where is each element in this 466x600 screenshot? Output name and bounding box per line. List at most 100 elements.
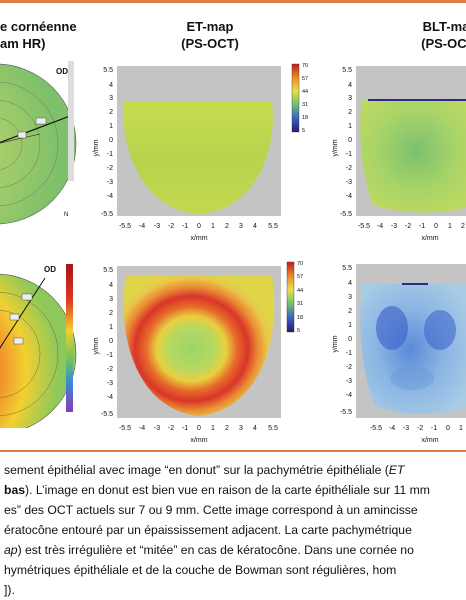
x-tick: -3 — [403, 425, 409, 432]
y-tick: -1 — [107, 151, 113, 158]
y-tick: -4 — [346, 193, 352, 200]
y-tick: 2 — [348, 308, 352, 315]
caption-line: ap) est très irrégulière et “mitée” en c… — [4, 540, 466, 560]
y-tick: -5.5 — [101, 411, 113, 418]
figure-caption: sement épithélial avec image “en donut” … — [4, 460, 466, 600]
y-tick: 4 — [109, 82, 113, 89]
colorbar-label: 44 — [297, 288, 303, 294]
caption-text: ) est très irrégulière et “mitée” en cas… — [17, 543, 414, 557]
x-tick: 3 — [239, 425, 243, 432]
y-tick: 3 — [348, 294, 352, 301]
x-tick: -3 — [391, 223, 397, 230]
y-tick: -3 — [346, 378, 352, 385]
x-tick: -3 — [154, 425, 160, 432]
colorbar-label: 44 — [302, 89, 308, 95]
blt-map-top: 5.5 4 3 2 1 0 -1 -2 -3 -4 -5.5 y/mm -5.5… — [332, 66, 466, 242]
x-tick: 1 — [459, 425, 463, 432]
blt-map-bottom: 5.5 4 3 2 1 0 -1 -2 -3 -4 -5.5 y/mm -5.5… — [332, 264, 466, 444]
x-tick: 5.5 — [268, 425, 278, 432]
colorbar-labels: 70 57 44 31 18 5 — [297, 261, 303, 334]
et-top-x-ticks: -5.5 -4 -3 -2 -1 0 1 2 3 4 5.5 — [119, 223, 278, 230]
caption-bold: bas — [4, 483, 26, 497]
x-tick: -1 — [419, 223, 425, 230]
y-tick: -5.5 — [101, 211, 113, 218]
colorbar-label: 31 — [302, 102, 308, 108]
left-column-title: e cornéenne am HR) — [0, 18, 80, 52]
colorbar — [291, 63, 300, 133]
x-tick: 5.5 — [268, 223, 278, 230]
y-tick: 4 — [348, 82, 352, 89]
y-tick: -2 — [346, 364, 352, 371]
right-title-line2: (PS-OCT) — [421, 36, 466, 51]
x-axis-label: x/mm — [421, 437, 438, 444]
y-tick: 5.5 — [342, 265, 352, 272]
right-column-title: BLT-map (PS-OCT) — [390, 18, 466, 52]
right-title-line1: BLT-map — [422, 19, 466, 34]
y-tick: 2 — [109, 109, 113, 116]
colorbar — [286, 261, 295, 333]
x-tick: 1 — [211, 425, 215, 432]
y-tick: 0 — [348, 336, 352, 343]
blt-bottom-x-ticks: -5.5 -4 -3 -2 -1 0 1 — [370, 425, 463, 432]
x-tick: -2 — [168, 425, 174, 432]
y-tick: 4 — [109, 282, 113, 289]
x-tick: 3 — [239, 223, 243, 230]
et-top-y-ticks: 5.5 4 3 2 1 0 -1 -2 -3 -4 -5.5 — [101, 67, 113, 218]
x-tick: -2 — [417, 425, 423, 432]
y-tick: 2 — [109, 310, 113, 317]
y-tick: -2 — [107, 165, 113, 172]
x-tick: 0 — [197, 425, 201, 432]
y-tick: 3 — [109, 95, 113, 102]
x-tick: 4 — [253, 425, 257, 432]
y-tick: -4 — [107, 394, 113, 401]
x-tick: -4 — [377, 223, 383, 230]
y-tick: -2 — [346, 165, 352, 172]
eye-label-top: OD — [56, 67, 68, 76]
eye-label-bottom: OD — [44, 265, 56, 274]
y-tick: 5.5 — [103, 267, 113, 274]
et-bottom-y-ticks: 5.5 4 3 2 1 0 -1 -2 -3 -4 -5.5 — [101, 267, 113, 418]
y-axis-label: y/mm — [93, 139, 100, 156]
x-tick: -1 — [182, 425, 188, 432]
y-tick: -4 — [107, 193, 113, 200]
x-tick: -3 — [154, 223, 160, 230]
y-tick: 3 — [348, 95, 352, 102]
colorbar-label: 70 — [302, 63, 308, 69]
colorbar-label: 57 — [297, 274, 303, 280]
x-tick: 4 — [253, 223, 257, 230]
x-tick: -5.5 — [358, 223, 370, 230]
colorbar-label: 70 — [297, 261, 303, 267]
y-tick: 5.5 — [342, 67, 352, 74]
y-tick: 1 — [109, 324, 113, 331]
y-tick: -3 — [107, 179, 113, 186]
x-tick: -1 — [431, 425, 437, 432]
y-tick: -1 — [346, 151, 352, 158]
x-tick: -5.5 — [119, 425, 131, 432]
et-map-bottom: 5.5 4 3 2 1 0 -1 -2 -3 -4 -5.5 y/mm -5.5… — [93, 261, 303, 444]
mid-title-line2: (PS-OCT) — [181, 36, 239, 51]
x-axis-label: x/mm — [190, 437, 207, 444]
x-tick: -5.5 — [370, 425, 382, 432]
colorbar-label: 57 — [302, 76, 308, 82]
et-bottom-x-ticks: -5.5 -4 -3 -2 -1 0 1 2 3 4 5.5 — [119, 425, 278, 432]
caption-text: sement épithélial avec image “en donut” … — [4, 463, 389, 477]
corner-label-n: N — [64, 212, 68, 218]
y-tick: 0 — [109, 137, 113, 144]
x-tick: -4 — [389, 425, 395, 432]
y-tick: 3 — [109, 296, 113, 303]
blt-bottom-y-ticks: 5.5 4 3 2 1 0 -1 -2 -3 -4 -5.5 — [340, 265, 352, 416]
x-tick: -5.5 — [119, 223, 131, 230]
blt-top-x-ticks: -5.5 -4 -3 -2 -1 0 1 2 — [358, 223, 465, 230]
caption-line: es” des OCT actuels sur 7 ou 9 mm. Cette… — [4, 503, 418, 517]
pentacam-map-bottom: OD — [0, 264, 77, 428]
x-tick: -1 — [182, 223, 188, 230]
y-axis-label: y/mm — [332, 139, 339, 156]
y-tick: -1 — [107, 352, 113, 359]
colorbar-label: 31 — [297, 301, 303, 307]
mid-column-title: ET-map (PS-OCT) — [140, 18, 280, 52]
y-tick: 0 — [109, 338, 113, 345]
y-tick: 1 — [348, 123, 352, 130]
blt-top-y-ticks: 5.5 4 3 2 1 0 -1 -2 -3 -4 -5.5 — [340, 67, 352, 218]
y-tick: 0 — [348, 137, 352, 144]
y-tick: -4 — [346, 392, 352, 399]
